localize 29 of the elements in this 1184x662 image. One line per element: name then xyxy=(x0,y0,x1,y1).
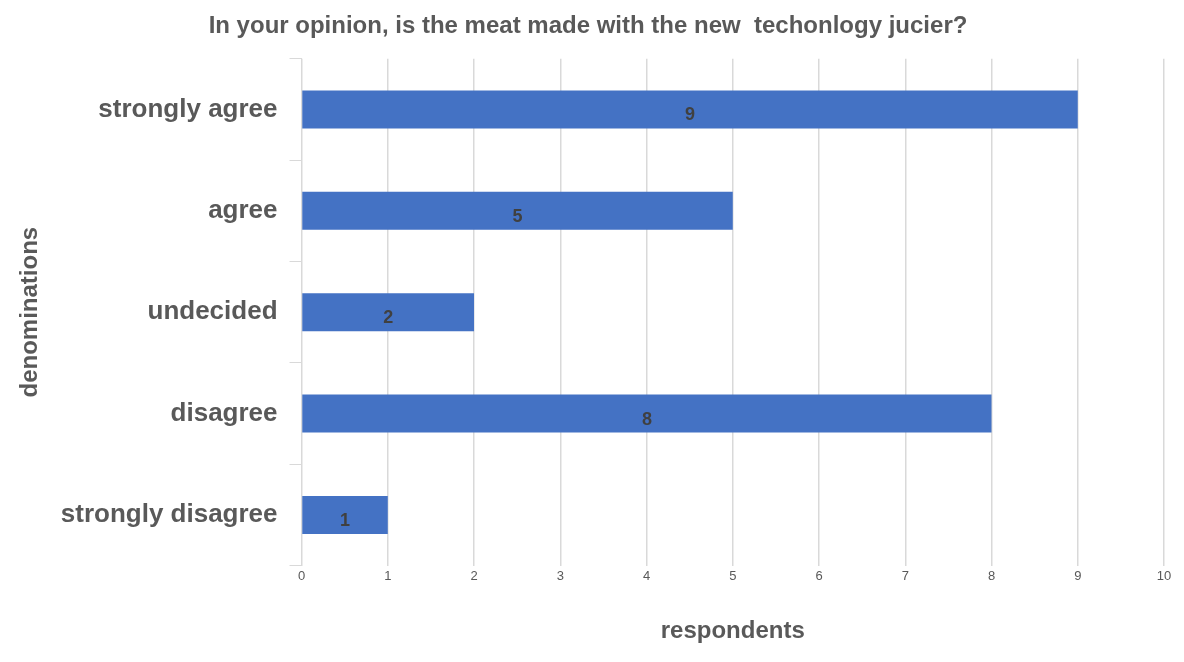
y-tick-label: disagree xyxy=(170,396,278,427)
y-tick-label: agree xyxy=(208,194,278,225)
x-axis-title: respondents xyxy=(660,616,805,644)
y-tick-label: strongly agree xyxy=(98,92,278,123)
x-tick-label: 4 xyxy=(642,567,651,583)
y-tick-label: undecided xyxy=(147,295,278,326)
x-tick-label: 8 xyxy=(987,567,996,583)
bar xyxy=(302,394,992,433)
bar xyxy=(302,191,733,230)
bar xyxy=(302,293,475,332)
x-tick-label: 2 xyxy=(470,567,478,583)
x-tick-label: 6 xyxy=(815,567,823,583)
bar xyxy=(302,495,388,534)
y-axis-title: denominations xyxy=(15,226,43,398)
x-tick-label: 9 xyxy=(1074,567,1082,583)
x-tick-label: 3 xyxy=(556,567,564,583)
data-label: 5 xyxy=(512,205,523,226)
x-tick-label: 5 xyxy=(729,567,737,583)
data-label: 2 xyxy=(383,307,394,328)
x-tick-label: 1 xyxy=(384,567,392,583)
data-label: 8 xyxy=(641,408,652,429)
x-tick-label: 10 xyxy=(1156,567,1172,583)
data-label: 9 xyxy=(685,104,696,125)
x-tick-label: 7 xyxy=(901,567,909,583)
data-label: 1 xyxy=(340,509,351,530)
chart-title: In your opinion, is the meat made with the new techonlogy jucier? xyxy=(208,11,968,39)
x-tick-label: 0 xyxy=(297,567,306,583)
y-tick-label: strongly disagree xyxy=(60,498,278,529)
bar xyxy=(302,90,1078,129)
